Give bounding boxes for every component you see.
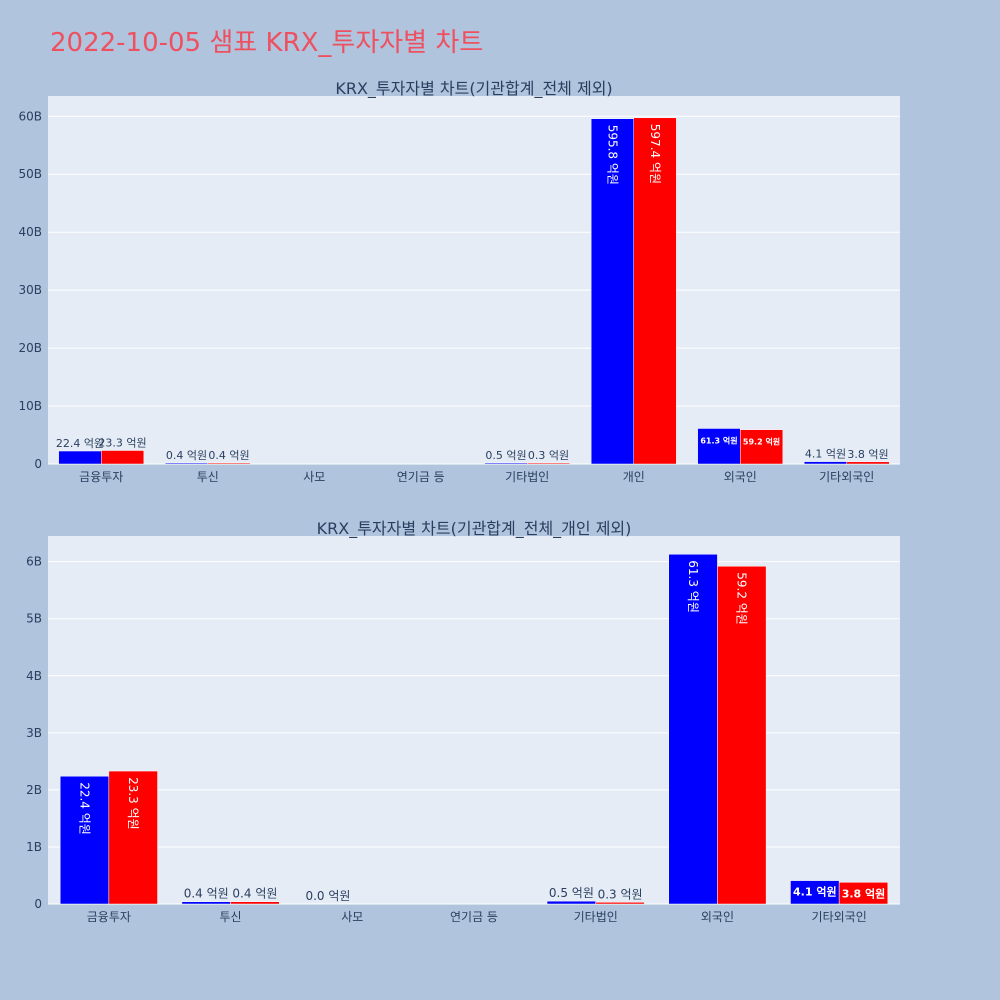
chart-lower-bar	[230, 901, 280, 905]
chart-upper-bar	[101, 450, 145, 465]
chart-lower-data-label: 0.3 억원	[598, 887, 643, 901]
chart-upper-title: KRX_투자자별 차트(기관합계_전체 제외)	[335, 79, 612, 99]
chart-lower-title: KRX_투자자별 차트(기관합계_전체_개인 제외)	[317, 519, 632, 539]
chart-lower-x-tick-label: 기타법인	[574, 910, 618, 924]
chart-lower-data-label: 0.5 억원	[549, 886, 594, 900]
chart-lower-y-tick-label: 4B	[26, 669, 42, 683]
chart-lower-bar	[181, 901, 231, 905]
chart-upper-x-tick-label: 개인	[623, 470, 645, 484]
chart-lower-y-tick-label: 1B	[26, 840, 42, 854]
chart-upper-bar	[803, 461, 848, 465]
chart-lower-y-tick-label: 2B	[26, 783, 42, 797]
chart-upper-bar	[846, 461, 890, 465]
chart-upper-bar	[697, 428, 741, 465]
chart-lower-bar	[108, 770, 158, 905]
chart-upper-data-label: 4.1 억원	[805, 448, 846, 461]
chart-upper-data-label: 59.2 억원	[743, 437, 780, 447]
chart-lower-data-label: 0.4 억원	[184, 887, 229, 901]
chart-upper-data-label: 0.3 억원	[528, 449, 569, 462]
chart-upper-data-label: 3.8 억원	[847, 448, 888, 461]
chart-lower-x-tick-label: 금융투자	[87, 910, 131, 924]
chart-upper-x-tick-label: 투신	[197, 470, 219, 484]
chart-upper-bar	[740, 429, 784, 465]
chart-upper-bar	[590, 118, 635, 465]
chart-lower-bar	[717, 565, 767, 905]
chart-upper-y-tick-label: 60B	[18, 109, 42, 123]
chart-lower-plot-area	[48, 536, 900, 904]
chart-upper-y-tick-label: 50B	[18, 167, 42, 181]
chart-upper-data-label: 22.4 억원	[56, 437, 104, 450]
chart-lower-bar	[546, 900, 596, 905]
chart-upper-bar	[207, 462, 251, 465]
chart-lower-y-tick-label: 3B	[26, 726, 42, 740]
chart-lower-bar	[595, 902, 645, 905]
chart-lower-data-label: 59.2 억원	[735, 572, 749, 625]
chart-upper-y-tick-label: 10B	[18, 399, 42, 413]
chart-lower-y-tick-label: 0	[34, 897, 42, 911]
chart-upper-bar	[164, 462, 208, 465]
chart-lower: 0 1B 2B 3B 4B 5B 6B KRX_투자자별 차트(기관합계_전체_개인 제외) 금…	[26, 519, 900, 924]
chart-lower-data-label: 61.3 억원	[686, 560, 700, 613]
chart-lower-data-label: 0.0 억원	[305, 889, 350, 903]
chart-upper-data-label: 595.8 억원	[605, 125, 619, 185]
chart-upper-y-tick-label: 40B	[18, 225, 42, 239]
chart-lower-x-tick-label: 기타외국인	[812, 910, 867, 924]
chart-lower-x-tick-label: 투신	[220, 910, 242, 924]
chart-upper-bar	[527, 462, 571, 465]
chart-lower-y-tick-label: 5B	[26, 612, 42, 626]
chart-lower-data-label: 23.3 억원	[126, 777, 140, 830]
chart-upper-x-tick-label: 연기금 등	[397, 470, 445, 484]
chart-upper-plot-area	[48, 96, 900, 464]
chart-upper-y-tick-label: 30B	[18, 283, 42, 297]
chart-lower-data-label: 22.4 억원	[77, 782, 91, 835]
chart-lower-bar	[838, 882, 889, 905]
chart-lower-x-tick-label: 사모	[341, 910, 363, 924]
chart-upper-y-tick-label: 20B	[18, 341, 42, 355]
chart-lower-y-tick-label: 6B	[26, 555, 42, 569]
chart-upper-data-label: 0.4 억원	[166, 449, 207, 462]
chart-upper-bar	[484, 462, 528, 465]
chart-upper-y-tick-label: 0	[34, 457, 42, 471]
chart-lower-data-label: 0.4 억원	[232, 887, 277, 901]
chart-upper-data-label: 0.5 억원	[485, 449, 526, 462]
chart-upper-x-tick-label: 금융투자	[79, 470, 123, 484]
chart-lower-bar	[59, 775, 110, 905]
chart-upper: 0 10B 20B 30B 40B 50B 60B KRX_투자자별 차트(기관합계_전체 제…	[18, 79, 900, 484]
chart-upper-data-label: 0.4 억원	[208, 449, 249, 462]
page-title: 2022-10-05 샘표 KRX_투자자별 차트	[50, 28, 484, 58]
chart-upper-data-label: 597.4 억원	[648, 124, 662, 184]
chart-lower-data-label: 3.8 억원	[842, 886, 886, 900]
chart-upper-data-label: 61.3 억원	[700, 435, 737, 445]
chart-upper-x-tick-label: 외국인	[724, 470, 757, 484]
chart-upper-x-tick-label: 기타외국인	[819, 470, 874, 484]
chart-lower-x-tick-label: 외국인	[701, 910, 734, 924]
chart-upper-data-label: 23.3 억원	[98, 436, 146, 449]
chart-upper-bar	[633, 117, 677, 465]
chart-lower-data-label: 4.1 억원	[793, 885, 837, 899]
chart-lower-x-tick-label: 연기금 등	[450, 910, 498, 924]
chart-upper-x-tick-label: 기타법인	[505, 470, 549, 484]
chart-upper-bar	[58, 450, 102, 465]
chart-lower-bar	[668, 554, 718, 905]
chart-upper-x-tick-label: 사모	[303, 470, 325, 484]
